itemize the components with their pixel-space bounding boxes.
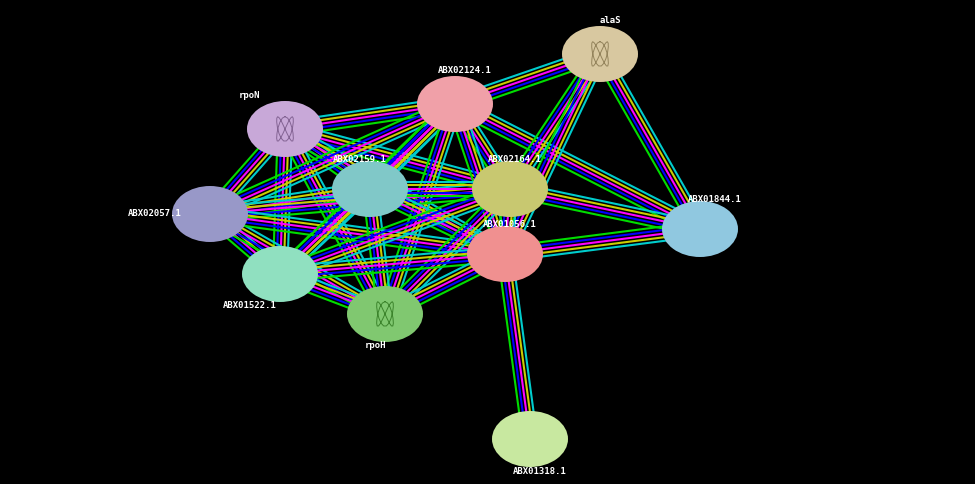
Text: ABX01056.1: ABX01056.1 <box>484 220 537 228</box>
Ellipse shape <box>332 161 408 217</box>
Ellipse shape <box>662 201 738 257</box>
Text: ABX01844.1: ABX01844.1 <box>688 195 742 203</box>
Text: ABX02124.1: ABX02124.1 <box>438 65 491 75</box>
Text: ABX01318.1: ABX01318.1 <box>513 467 566 475</box>
Ellipse shape <box>247 101 323 157</box>
Ellipse shape <box>562 26 638 82</box>
Ellipse shape <box>242 246 318 302</box>
Text: rpoH: rpoH <box>365 342 386 350</box>
Text: alaS: alaS <box>600 15 621 25</box>
Ellipse shape <box>172 186 248 242</box>
Text: ABX02159.1: ABX02159.1 <box>333 154 387 164</box>
Ellipse shape <box>417 76 493 132</box>
Ellipse shape <box>472 161 548 217</box>
Text: ABX02164.1: ABX02164.1 <box>488 154 542 164</box>
Ellipse shape <box>492 411 568 467</box>
Text: rpoN: rpoN <box>239 91 260 100</box>
Text: ABX01522.1: ABX01522.1 <box>223 302 277 311</box>
Ellipse shape <box>467 226 543 282</box>
Text: ABX02057.1: ABX02057.1 <box>128 210 182 218</box>
Ellipse shape <box>347 286 423 342</box>
